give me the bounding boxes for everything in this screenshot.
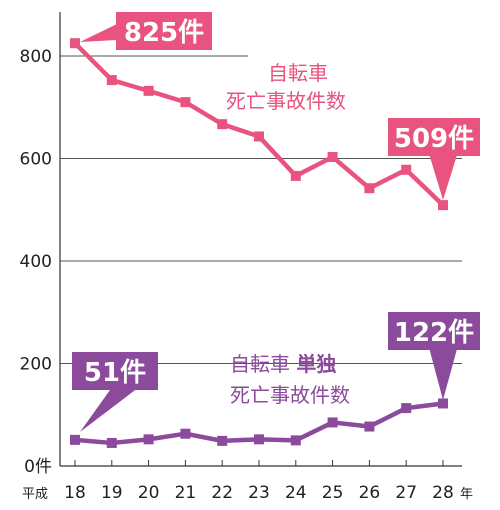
callout-1-1: 122件 xyxy=(388,312,480,400)
callout-pointer xyxy=(429,349,457,400)
y-tick-label: 400 xyxy=(20,252,52,272)
x-tick-label: 27 xyxy=(395,483,417,503)
data-point xyxy=(401,403,412,414)
y-tick-label: 200 xyxy=(20,355,52,375)
x-tick-label: 25 xyxy=(322,483,344,503)
data-point xyxy=(401,164,412,175)
series-label-line: 死亡事故件数 xyxy=(230,383,350,407)
x-tick-label: 23 xyxy=(248,483,270,503)
callout-box xyxy=(72,352,158,390)
data-point xyxy=(217,435,228,446)
x-tick-labels: 18 19 20 21 22 23 24 25 26 27 28 平成 年 xyxy=(22,483,473,503)
axes xyxy=(59,12,462,467)
x-prefix-label: 平成 xyxy=(22,487,48,502)
x-tick-label: 26 xyxy=(359,483,381,503)
y-tick-label: 0件 xyxy=(24,457,52,477)
callout-pointer xyxy=(80,24,117,42)
series-label-line: 死亡事故件数 xyxy=(226,89,346,113)
callout-pointer xyxy=(80,389,137,432)
data-point xyxy=(438,200,448,211)
data-point xyxy=(180,428,191,439)
data-point xyxy=(327,151,338,162)
series-label-line: 自転車 xyxy=(268,61,328,85)
data-point xyxy=(70,38,80,49)
data-point xyxy=(143,85,154,96)
x-tick-label: 28 xyxy=(432,483,454,503)
callouts: 825件 509件 51件 122件 xyxy=(72,12,480,432)
x-tick-label: 24 xyxy=(285,483,307,503)
data-point xyxy=(70,434,80,445)
x-tick-label: 21 xyxy=(175,483,197,503)
x-unit-label: 年 xyxy=(460,487,473,502)
data-point xyxy=(254,434,264,445)
data-point xyxy=(217,119,228,130)
callout-text: 122件 xyxy=(394,318,474,348)
data-point xyxy=(143,434,154,445)
y-tick-labels: 0件 200 400 600 800 xyxy=(20,47,52,477)
x-tick-label: 18 xyxy=(64,483,86,503)
data-point xyxy=(106,75,117,86)
data-point xyxy=(254,131,264,142)
series-group xyxy=(70,38,448,448)
y-tick-label: 600 xyxy=(20,150,52,170)
data-point xyxy=(364,183,375,194)
callout-text: 51件 xyxy=(84,358,146,388)
data-point xyxy=(327,417,338,428)
callout-box xyxy=(116,12,212,50)
data-point xyxy=(364,421,375,432)
callout-box xyxy=(388,118,480,156)
callout-text: 825件 xyxy=(124,18,204,48)
callout-0-1: 509件 xyxy=(388,118,480,200)
callout-1-0: 51件 xyxy=(72,352,158,432)
callout-text: 509件 xyxy=(394,124,474,154)
data-point xyxy=(290,435,301,446)
callout-box xyxy=(388,312,480,350)
x-tick-label: 22 xyxy=(211,483,233,503)
data-point xyxy=(180,97,191,108)
series-line-0 xyxy=(73,41,445,207)
x-tick-label: 19 xyxy=(101,483,123,503)
y-tick-label: 800 xyxy=(20,47,52,67)
data-point xyxy=(438,398,448,409)
callout-0-0: 825件 xyxy=(80,12,212,50)
callout-pointer xyxy=(429,155,457,200)
data-point xyxy=(106,437,117,448)
data-point xyxy=(290,170,301,181)
series-label-line: 自転車 単独 xyxy=(230,352,336,376)
x-tick-label: 20 xyxy=(138,483,160,503)
